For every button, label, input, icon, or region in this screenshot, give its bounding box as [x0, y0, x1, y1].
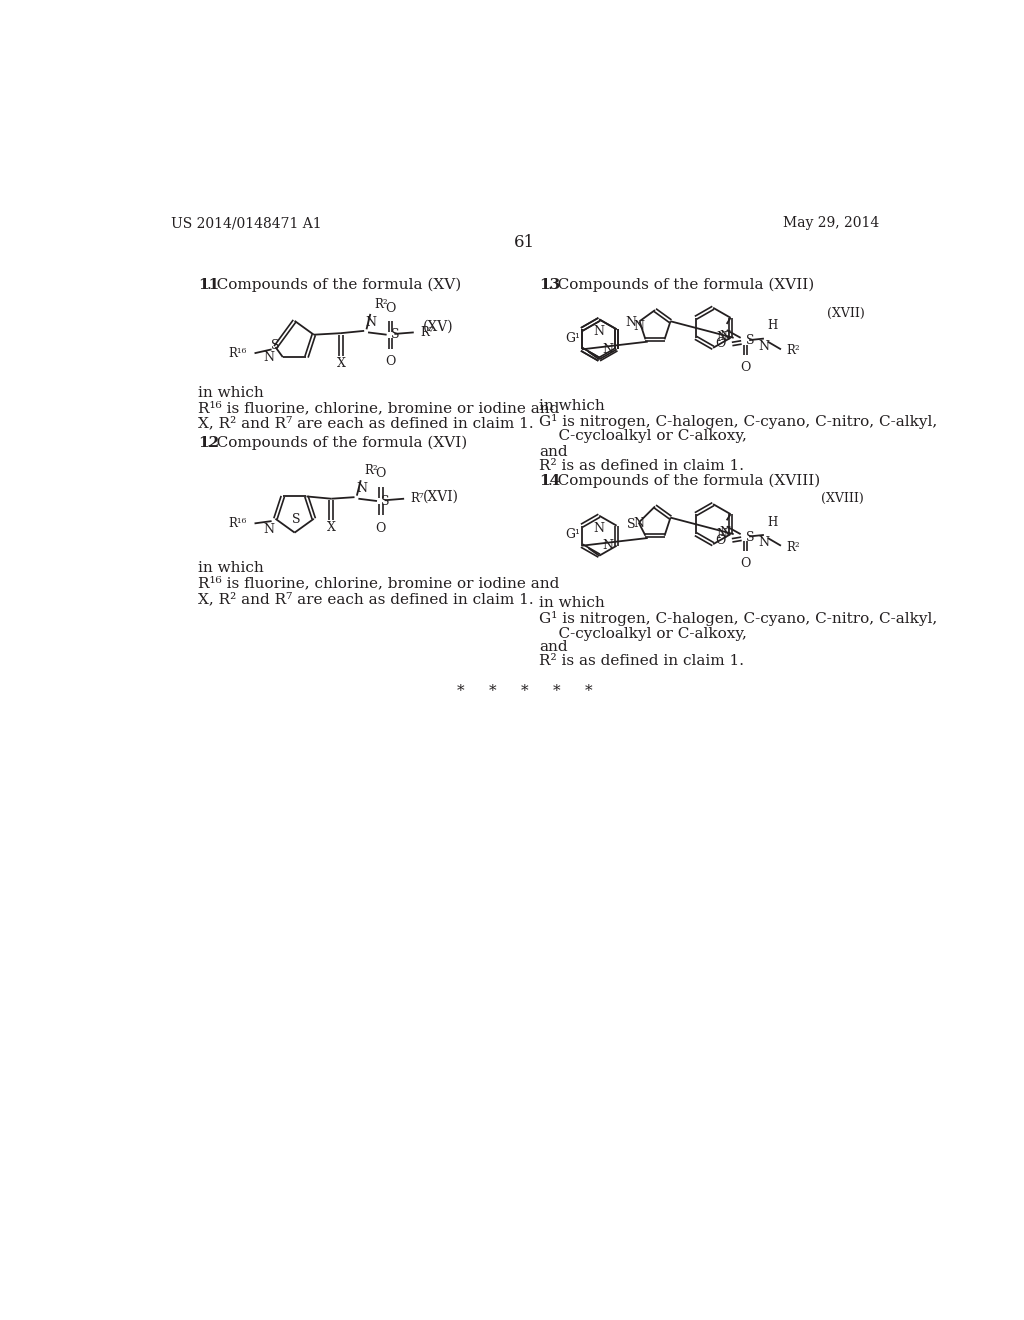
Text: O: O [740, 557, 751, 570]
Text: 61: 61 [514, 234, 536, 251]
Text: N: N [263, 351, 273, 364]
Text: (XVIII): (XVIII) [821, 492, 864, 504]
Text: R²: R² [786, 345, 800, 358]
Text: 11: 11 [198, 277, 219, 292]
Text: R² is as defined in claim 1.: R² is as defined in claim 1. [539, 459, 743, 473]
Text: O: O [715, 338, 725, 351]
Text: N: N [633, 321, 644, 333]
Text: S: S [746, 531, 755, 544]
Text: N: N [759, 536, 769, 549]
Text: C-cycloalkyl or C-alkoxy,: C-cycloalkyl or C-alkoxy, [539, 627, 746, 640]
Text: G¹ is nitrogen, C-halogen, C-cyano, C-nitro, C-alkyl,: G¹ is nitrogen, C-halogen, C-cyano, C-ni… [539, 611, 937, 626]
Text: R¹⁶: R¹⁶ [228, 347, 247, 360]
Text: R² is as defined in claim 1.: R² is as defined in claim 1. [539, 655, 743, 668]
Text: May 29, 2014: May 29, 2014 [782, 216, 879, 230]
Text: and: and [539, 640, 567, 655]
Text: G¹: G¹ [565, 528, 580, 541]
Text: G¹: G¹ [565, 331, 580, 345]
Text: N: N [366, 315, 377, 329]
Text: S: S [292, 513, 300, 527]
Text: R¹⁶ is fluorine, chlorine, bromine or iodine and: R¹⁶ is fluorine, chlorine, bromine or io… [198, 401, 559, 414]
Text: 13: 13 [539, 277, 560, 292]
Text: R²: R² [786, 541, 800, 554]
Text: R⁷: R⁷ [411, 492, 424, 506]
Text: US 2014/0148471 A1: US 2014/0148471 A1 [171, 216, 322, 230]
Text: R²: R² [374, 298, 388, 310]
Text: R⁷: R⁷ [420, 326, 433, 339]
Text: 12: 12 [198, 436, 219, 450]
Text: H: H [767, 319, 777, 333]
Text: N: N [717, 528, 727, 541]
Text: *     *     *     *     *: * * * * * [457, 684, 593, 697]
Text: X, R² and R⁷ are each as defined in claim 1.: X, R² and R⁷ are each as defined in clai… [198, 416, 534, 430]
Text: S: S [390, 329, 399, 341]
Text: S: S [627, 517, 636, 531]
Text: in which: in which [539, 595, 604, 610]
Text: S: S [271, 339, 280, 351]
Text: . Compounds of the formula (XVI): . Compounds of the formula (XVI) [207, 436, 467, 450]
Text: O: O [385, 302, 395, 314]
Text: O: O [376, 521, 386, 535]
Text: N: N [759, 341, 769, 354]
Text: C-cycloalkyl or C-alkoxy,: C-cycloalkyl or C-alkoxy, [539, 429, 746, 444]
Text: N: N [594, 326, 605, 338]
Text: (XVII): (XVII) [826, 308, 864, 319]
Text: R¹⁶ is fluorine, chlorine, bromine or iodine and: R¹⁶ is fluorine, chlorine, bromine or io… [198, 577, 559, 590]
Text: . Compounds of the formula (XVIII): . Compounds of the formula (XVIII) [548, 474, 820, 488]
Text: O: O [376, 467, 386, 480]
Text: (XVI): (XVI) [423, 490, 459, 503]
Text: O: O [740, 360, 751, 374]
Text: . Compounds of the formula (XVII): . Compounds of the formula (XVII) [548, 277, 814, 292]
Text: S: S [746, 334, 755, 347]
Text: G¹ is nitrogen, C-halogen, C-cyano, C-nitro, C-alkyl,: G¹ is nitrogen, C-halogen, C-cyano, C-ni… [539, 414, 937, 429]
Text: X: X [327, 520, 336, 533]
Text: N: N [602, 539, 613, 552]
Text: X, R² and R⁷ are each as defined in claim 1.: X, R² and R⁷ are each as defined in clai… [198, 591, 534, 606]
Text: N: N [356, 482, 367, 495]
Text: R¹⁶: R¹⁶ [228, 517, 247, 529]
Text: in which: in which [539, 399, 604, 413]
Text: in which: in which [198, 561, 263, 576]
Text: N: N [717, 331, 727, 345]
Text: R²: R² [365, 465, 378, 477]
Text: O: O [385, 355, 395, 368]
Text: N: N [720, 527, 731, 540]
Text: . Compounds of the formula (XV): . Compounds of the formula (XV) [207, 277, 461, 292]
Text: N: N [720, 330, 731, 343]
Text: N: N [594, 521, 605, 535]
Text: N: N [602, 343, 613, 356]
Text: S: S [381, 495, 389, 507]
Text: (XV): (XV) [423, 321, 454, 334]
Text: O: O [715, 533, 725, 546]
Text: N: N [626, 317, 637, 329]
Text: 14: 14 [539, 474, 560, 488]
Text: X: X [337, 356, 345, 370]
Text: in which: in which [198, 385, 263, 400]
Text: N: N [633, 516, 644, 529]
Text: H: H [767, 516, 777, 529]
Text: N: N [263, 523, 273, 536]
Text: and: and [539, 445, 567, 459]
